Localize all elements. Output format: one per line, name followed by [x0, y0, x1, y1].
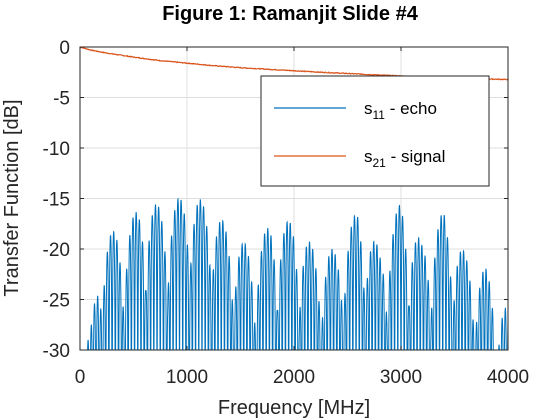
y-tick-label: -15: [43, 190, 70, 211]
y-tick-label: -30: [43, 341, 70, 362]
x-tick-label: 2000: [273, 367, 315, 388]
legend-label-s21: s21 - signal: [364, 147, 445, 170]
ticks: 0 1000 2000 3000 4000 0 -5 -10 -15 -20 -25 -30: [43, 38, 530, 388]
x-tick-label: 3000: [380, 367, 422, 388]
series-s11-echo-line: [87, 197, 508, 350]
y-tick-label: -20: [43, 240, 70, 261]
legend: s11 - echo s21 - signal: [260, 75, 490, 187]
y-axis-label: Transfer Function [dB]: [1, 99, 23, 296]
x-axis-label: Frequency [MHz]: [218, 397, 370, 419]
x-tick-label: 4000: [487, 367, 529, 388]
y-tick-label: 0: [59, 38, 70, 59]
y-tick-label: -10: [43, 139, 70, 160]
x-tick-label: 1000: [166, 367, 208, 388]
y-tick-label: -5: [53, 89, 70, 110]
legend-box: [260, 75, 490, 187]
legend-label-s11: s11 - echo: [364, 99, 437, 122]
chart-title: Figure 1: Ramanjit Slide #4: [162, 3, 419, 25]
x-tick-label: 0: [75, 367, 86, 388]
y-tick-label: -25: [43, 291, 70, 312]
